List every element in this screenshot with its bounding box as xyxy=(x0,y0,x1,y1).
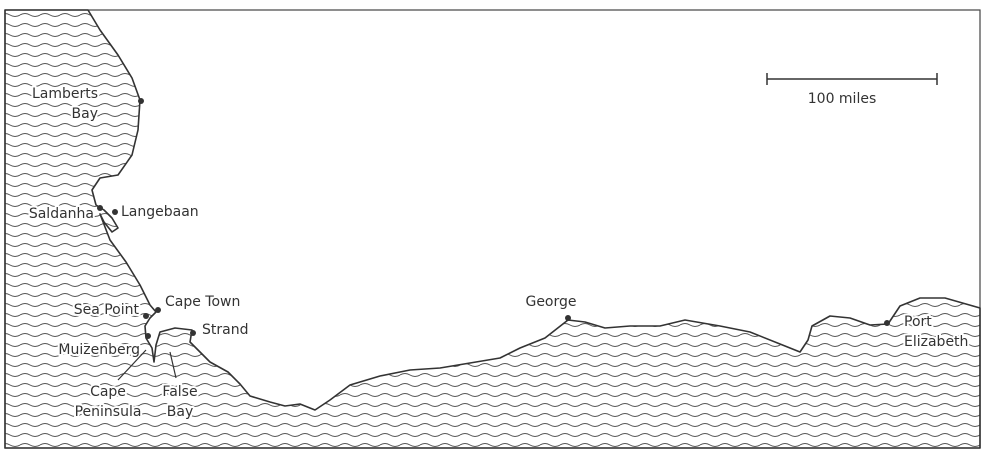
place-label: George xyxy=(525,294,576,310)
place-label: False xyxy=(162,384,197,400)
place-label: Peninsula xyxy=(75,404,142,420)
place-label: Port xyxy=(904,314,932,330)
place-dot xyxy=(143,313,149,319)
place-dot xyxy=(190,330,196,336)
place-label: Langebaan xyxy=(121,204,199,220)
place-label: Saldanha xyxy=(29,206,94,222)
place-label: Cape xyxy=(90,384,126,400)
place-dot xyxy=(138,98,144,104)
scale-bar xyxy=(766,73,938,85)
place-dot xyxy=(565,315,571,321)
place-label: Strand xyxy=(202,322,248,338)
places: Lamberts Bay Saldanha Langebaan Sea Point Cap… xyxy=(27,84,971,422)
place-label: Elizabeth xyxy=(904,334,968,350)
sea xyxy=(4,9,981,449)
place-label: Bay xyxy=(72,106,98,122)
pointer xyxy=(117,349,177,381)
place-dot xyxy=(112,209,118,215)
place-label: Bay xyxy=(167,404,193,420)
place-dot xyxy=(884,320,890,326)
place-dot xyxy=(155,307,161,313)
place-label: Cape Town xyxy=(165,294,240,310)
place-dot xyxy=(97,205,103,211)
place-label: Lamberts xyxy=(32,86,98,102)
scale-label: 100 miles xyxy=(808,91,877,107)
place-label: Muizenberg xyxy=(58,342,140,358)
place-label: Sea Point xyxy=(74,302,140,318)
place-dot xyxy=(145,333,151,339)
